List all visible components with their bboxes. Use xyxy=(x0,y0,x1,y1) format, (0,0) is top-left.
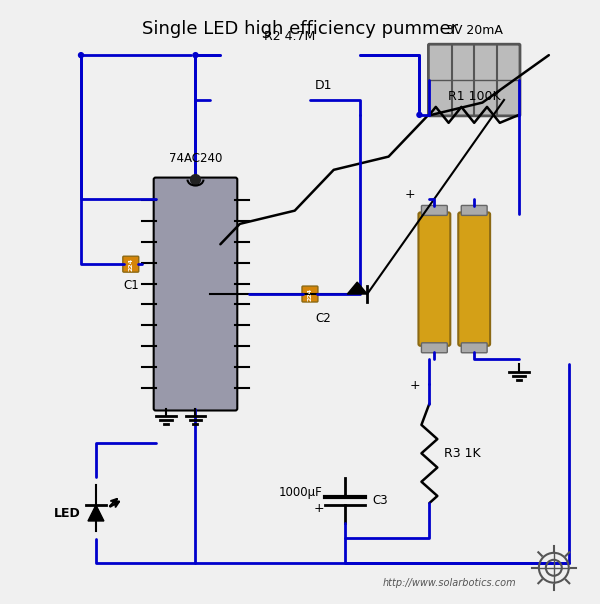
Text: 1000μF: 1000μF xyxy=(279,486,323,499)
Text: C2: C2 xyxy=(315,312,331,325)
Polygon shape xyxy=(88,505,104,521)
Circle shape xyxy=(193,53,198,57)
FancyBboxPatch shape xyxy=(458,213,490,346)
Text: R1 100K: R1 100K xyxy=(448,90,500,103)
FancyBboxPatch shape xyxy=(421,205,448,216)
Text: 74AC240: 74AC240 xyxy=(169,152,222,165)
FancyBboxPatch shape xyxy=(123,256,139,272)
FancyBboxPatch shape xyxy=(461,343,487,353)
Text: +: + xyxy=(409,379,420,392)
Text: 224: 224 xyxy=(307,288,313,301)
Text: C3: C3 xyxy=(373,494,388,507)
Text: http://www.solarbotics.com: http://www.solarbotics.com xyxy=(382,577,516,588)
FancyBboxPatch shape xyxy=(428,44,520,116)
Text: 224: 224 xyxy=(128,258,133,271)
Text: +: + xyxy=(314,502,324,515)
FancyBboxPatch shape xyxy=(418,213,451,346)
Text: +: + xyxy=(404,188,415,201)
Circle shape xyxy=(191,175,200,185)
Text: C1: C1 xyxy=(123,279,139,292)
Text: D1: D1 xyxy=(315,79,332,92)
Text: LED: LED xyxy=(54,507,81,519)
Text: R2 4.7M: R2 4.7M xyxy=(265,30,316,43)
Text: 3V 20mA: 3V 20mA xyxy=(446,24,503,37)
FancyBboxPatch shape xyxy=(461,205,487,216)
Circle shape xyxy=(417,112,422,117)
FancyBboxPatch shape xyxy=(154,178,237,411)
Polygon shape xyxy=(347,282,367,294)
Circle shape xyxy=(79,53,83,57)
Text: Single LED high efficiency pummer: Single LED high efficiency pummer xyxy=(142,21,458,38)
FancyBboxPatch shape xyxy=(421,343,448,353)
FancyBboxPatch shape xyxy=(302,286,318,302)
Text: R3 1K: R3 1K xyxy=(445,447,481,460)
